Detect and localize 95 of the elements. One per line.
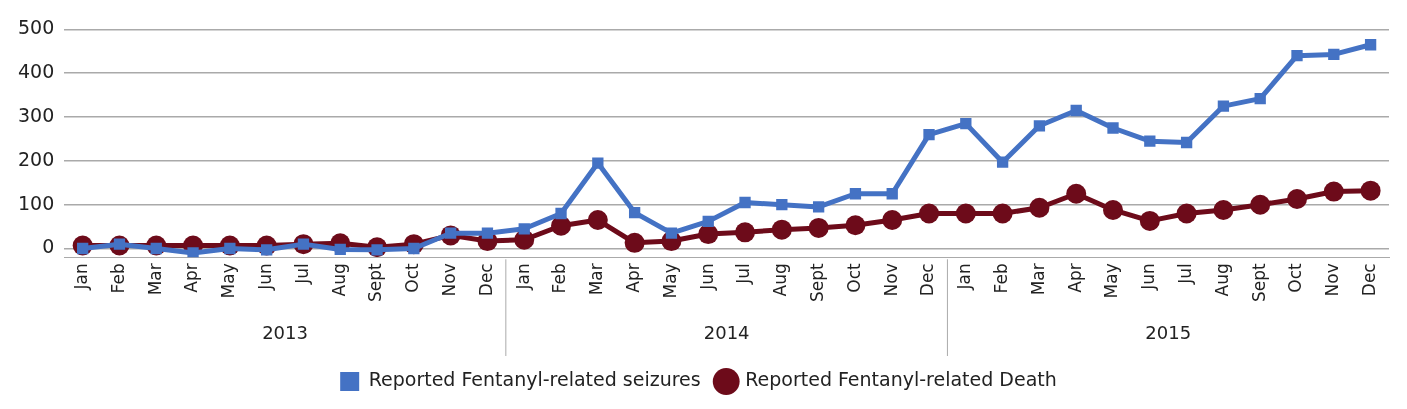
x-tick-label: Oct (402, 262, 423, 293)
y-tick-label: 400 (18, 60, 55, 83)
y-tick-label: 200 (18, 147, 55, 170)
point (735, 222, 756, 243)
point (587, 210, 608, 231)
x-tick-label: Jul (291, 263, 312, 285)
point (1217, 100, 1230, 112)
point (698, 224, 719, 245)
x-tick-label: Feb (549, 263, 570, 294)
x-tick-label: Apr (181, 263, 202, 293)
point (996, 156, 1009, 168)
legend-label: Reported Fentanyl-related Death (745, 368, 1057, 391)
point (1323, 181, 1344, 202)
point (849, 188, 862, 200)
point (1254, 92, 1266, 105)
point (1176, 203, 1197, 224)
point (1291, 50, 1303, 62)
x-tick-label: Jun (255, 263, 276, 291)
x-tick-label: Apr (623, 263, 644, 293)
x-tick-label: Jun (696, 263, 717, 291)
point (845, 215, 866, 236)
point (334, 243, 346, 256)
point (624, 232, 645, 253)
point (1328, 48, 1340, 61)
point (955, 203, 976, 224)
x-tick-label: Nov (880, 263, 901, 297)
x-tick-label: Jun (1138, 263, 1159, 291)
x-tick-label: Dec (475, 263, 496, 297)
point (992, 203, 1013, 224)
point (1180, 136, 1193, 149)
x-tick-label: Nov (439, 263, 460, 297)
point (665, 227, 678, 239)
text: 2014 (703, 321, 750, 343)
x-tick-label: Sept (1248, 262, 1269, 303)
legend-label: Reported Fentanyl-related seizures (368, 368, 701, 391)
x-tick-label: Sept (365, 262, 386, 303)
point (882, 210, 903, 231)
x-tick-label: Feb (107, 263, 128, 294)
point (1364, 39, 1377, 51)
y-tick-label: 0 (42, 235, 55, 258)
point (1360, 180, 1381, 201)
point (1070, 104, 1082, 117)
point (1139, 210, 1160, 231)
x-tick-label: Aug (1211, 263, 1232, 297)
x-tick-label: Nov (1322, 263, 1343, 297)
x-tick-label: Jul (733, 263, 754, 285)
x-tick-label: Jan (71, 263, 92, 291)
point (776, 199, 788, 211)
x-tick-label: Oct (843, 262, 864, 293)
x-tick-label: Aug (328, 263, 349, 297)
x-tick-label: May (218, 263, 239, 299)
x-tick-label: Dec (1359, 263, 1380, 297)
x-tick-label: Sept (807, 262, 828, 303)
y-tick-label: 100 (18, 191, 55, 214)
point (886, 188, 898, 200)
x-tick-label: Feb (991, 263, 1012, 294)
x-tick-label: Mar (144, 263, 165, 296)
x-tick-label: Oct (1285, 262, 1306, 293)
point (1033, 120, 1046, 132)
point (518, 223, 530, 235)
x-tick-label: Jan (954, 263, 975, 291)
x-tick-label: Aug (770, 263, 791, 297)
x-tick-label: Apr (1064, 263, 1085, 293)
point (555, 207, 567, 220)
x-tick-label: Mar (1027, 263, 1048, 296)
point (1107, 122, 1119, 134)
point (771, 219, 792, 240)
point (1213, 199, 1234, 220)
x-tick-label: Jul (1175, 263, 1196, 285)
point (702, 215, 714, 228)
point (592, 157, 604, 169)
point (1103, 199, 1124, 220)
point (1250, 194, 1271, 215)
point (919, 203, 940, 224)
point (923, 128, 935, 141)
point (812, 201, 825, 213)
text: 2015 (1145, 321, 1192, 343)
y-tick-label: 500 (18, 16, 55, 39)
x-tick-label: Mar (586, 263, 607, 296)
x-tick-label: Jan (512, 263, 533, 291)
point (960, 117, 972, 130)
point (808, 217, 829, 238)
point (628, 206, 641, 219)
x-tick-label: May (1101, 263, 1122, 299)
point (1066, 183, 1087, 204)
x-tick-label: May (659, 263, 680, 299)
point (1144, 135, 1156, 147)
point (481, 227, 494, 239)
y-tick-label: 300 (18, 103, 55, 126)
x-tick-label: Dec (917, 263, 938, 297)
point (1029, 197, 1050, 218)
text: 2013 (262, 321, 308, 343)
point (187, 247, 199, 258)
point (1287, 189, 1308, 210)
point (739, 196, 751, 209)
